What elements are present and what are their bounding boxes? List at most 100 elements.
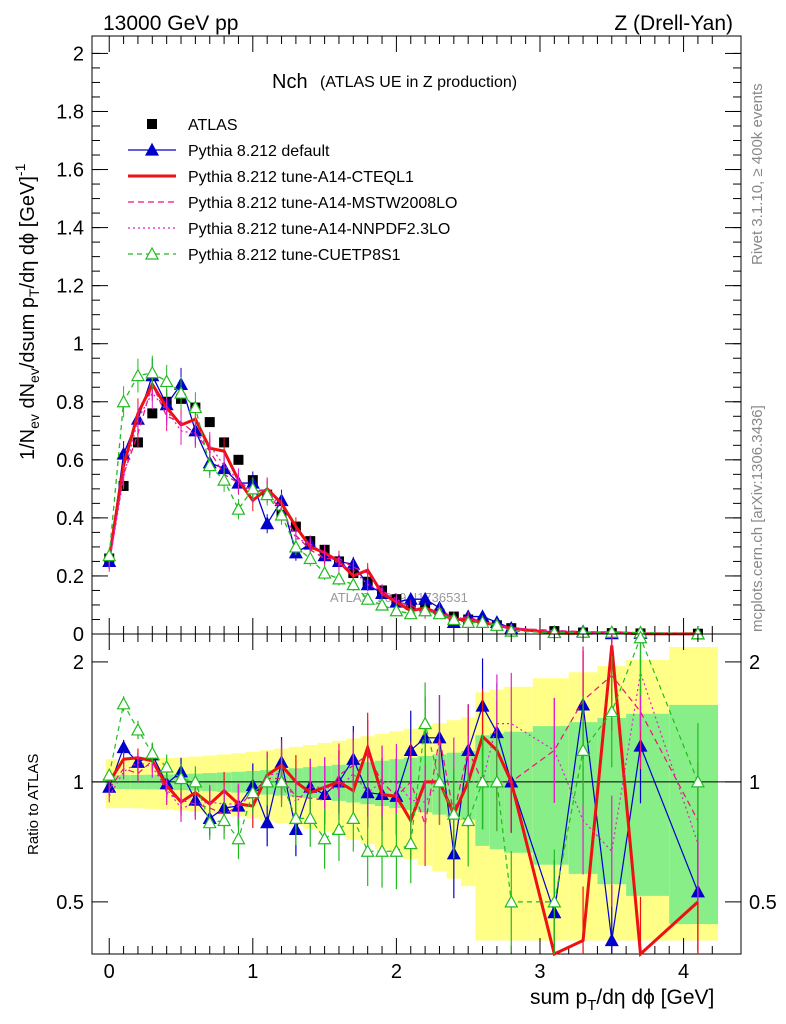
data-marker (231, 831, 246, 845)
legend-label: Pythia 8.212 tune-A14-MSTW2008LO (188, 195, 457, 212)
data-marker (130, 722, 145, 736)
data-marker (188, 774, 203, 788)
data-marker (204, 417, 215, 428)
data-marker (346, 577, 361, 591)
data-marker (260, 774, 275, 788)
data-marker (116, 394, 131, 408)
legend-item: ATLAS (147, 117, 238, 134)
data-marker (116, 696, 131, 710)
data-marker (331, 822, 346, 836)
inner-band (532, 726, 569, 865)
data-marker (317, 565, 332, 579)
legend-label: Pythia 8.212 default (188, 143, 330, 160)
data-marker (245, 785, 260, 799)
data-marker (260, 815, 275, 829)
data-marker (147, 408, 158, 419)
data-marker (547, 894, 562, 908)
data-marker (389, 843, 404, 857)
legend-label: ATLAS (188, 117, 238, 134)
main-y-axis-label: 1/Nev dNev/dsum pT/dη dϕ [GeV]-1 (12, 163, 42, 460)
ratio-line (108, 674, 699, 826)
x-axis-label: sum pT/dη dϕ [GeV] (530, 986, 714, 1014)
main-y-tick-label: 1.2 (56, 276, 84, 298)
data-marker (288, 539, 303, 553)
data-marker (303, 551, 318, 565)
data-marker (130, 368, 145, 382)
ratio-panel-frame (91, 633, 742, 955)
data-marker (489, 774, 504, 788)
chart-subtitle: (ATLAS UE in Z production) (320, 74, 517, 91)
data-marker (274, 507, 289, 521)
data-marker (102, 548, 117, 562)
data-marker (418, 603, 433, 617)
series-pythia-8-212-tune-cuetp8s1 (102, 355, 705, 640)
data-marker (633, 630, 648, 644)
ratio-axis-ticks: 0.5 0.5 1 1 2 2 (56, 634, 777, 954)
data-marker (360, 591, 375, 605)
main-y-tick-label: 1.4 (56, 218, 84, 240)
x-tick-label: 1 (247, 961, 258, 983)
x-tick-labels: 0 1 2 3 4 (104, 961, 689, 983)
legend-item: Pythia 8.212 tune-A14-CTEQL1 (128, 169, 414, 186)
x-tick-label: 0 (104, 961, 115, 983)
data-marker (475, 615, 490, 628)
data-marker (245, 481, 260, 495)
main-y-tick-label: 1.6 (56, 160, 84, 182)
data-marker (360, 843, 375, 857)
data-marker (217, 472, 232, 486)
main-y-tick-label: 0 (73, 624, 84, 646)
data-marker (475, 774, 490, 788)
main-y-tick-label: 0.2 (56, 566, 84, 588)
data-marker (331, 571, 346, 585)
header-right: Z (Drell-Yan) (614, 12, 733, 35)
main-y-tick-label: 1 (73, 334, 84, 356)
data-marker (504, 894, 519, 908)
data-marker (174, 771, 189, 785)
rivet-label: Rivet 3.1.10, ≥ 400k events (749, 83, 766, 265)
data-marker (461, 813, 476, 827)
data-marker (231, 501, 246, 515)
data-marker (188, 400, 203, 414)
ratio-line (108, 636, 699, 903)
ratio-y-tick-label: 1 (73, 772, 84, 794)
main-y-tick-label: 0.6 (56, 450, 84, 472)
data-marker (446, 612, 461, 626)
series-line (108, 372, 698, 635)
legend-item: Pythia 8.212 default (128, 142, 330, 160)
data-marker (375, 597, 390, 611)
main-y-tick-label: 0.8 (56, 392, 84, 414)
data-marker (145, 745, 160, 759)
data-marker (202, 458, 217, 472)
data-marker (389, 603, 404, 617)
data-marker (403, 836, 418, 850)
data-marker (102, 767, 117, 781)
data-marker (144, 142, 160, 156)
data-marker (432, 606, 447, 620)
data-marker (159, 374, 174, 388)
ratio-y-tick-label: 1 (749, 772, 760, 794)
data-marker (260, 516, 275, 530)
data-marker (604, 933, 619, 947)
main-y-tick-labels: 0 0.2 0.4 0.6 0.8 1 1.2 1.4 1.6 1.8 2 (56, 43, 84, 646)
legend-item: Pythia 8.212 tune-A14-MSTW2008LO (128, 195, 457, 212)
data-marker (202, 815, 217, 829)
ratio-y-tick-label: 0.5 (56, 892, 84, 914)
series-line (108, 391, 698, 635)
data-marker (403, 606, 418, 620)
legend-item: Pythia 8.212 tune-CUETP8S1 (128, 246, 401, 264)
x-tick-label: 4 (678, 961, 689, 983)
x-tick-label: 3 (534, 961, 545, 983)
data-marker (432, 774, 447, 788)
data-marker (217, 813, 232, 827)
data-marker (317, 831, 332, 845)
data-marker (145, 365, 160, 379)
main-y-tick-label: 2 (73, 43, 84, 65)
ratio-y-tick-label: 2 (749, 652, 760, 674)
ratio-series-pythia-8-212-tune-cuetp8s1 (102, 630, 705, 954)
data-marker (288, 811, 303, 824)
data-marker (690, 774, 705, 788)
header-left: 13000 GeV pp (103, 12, 238, 35)
ratio-y-axis-label: Ratio to ATLAS (25, 754, 42, 855)
ratio-uncertainty-bands (105, 646, 719, 941)
